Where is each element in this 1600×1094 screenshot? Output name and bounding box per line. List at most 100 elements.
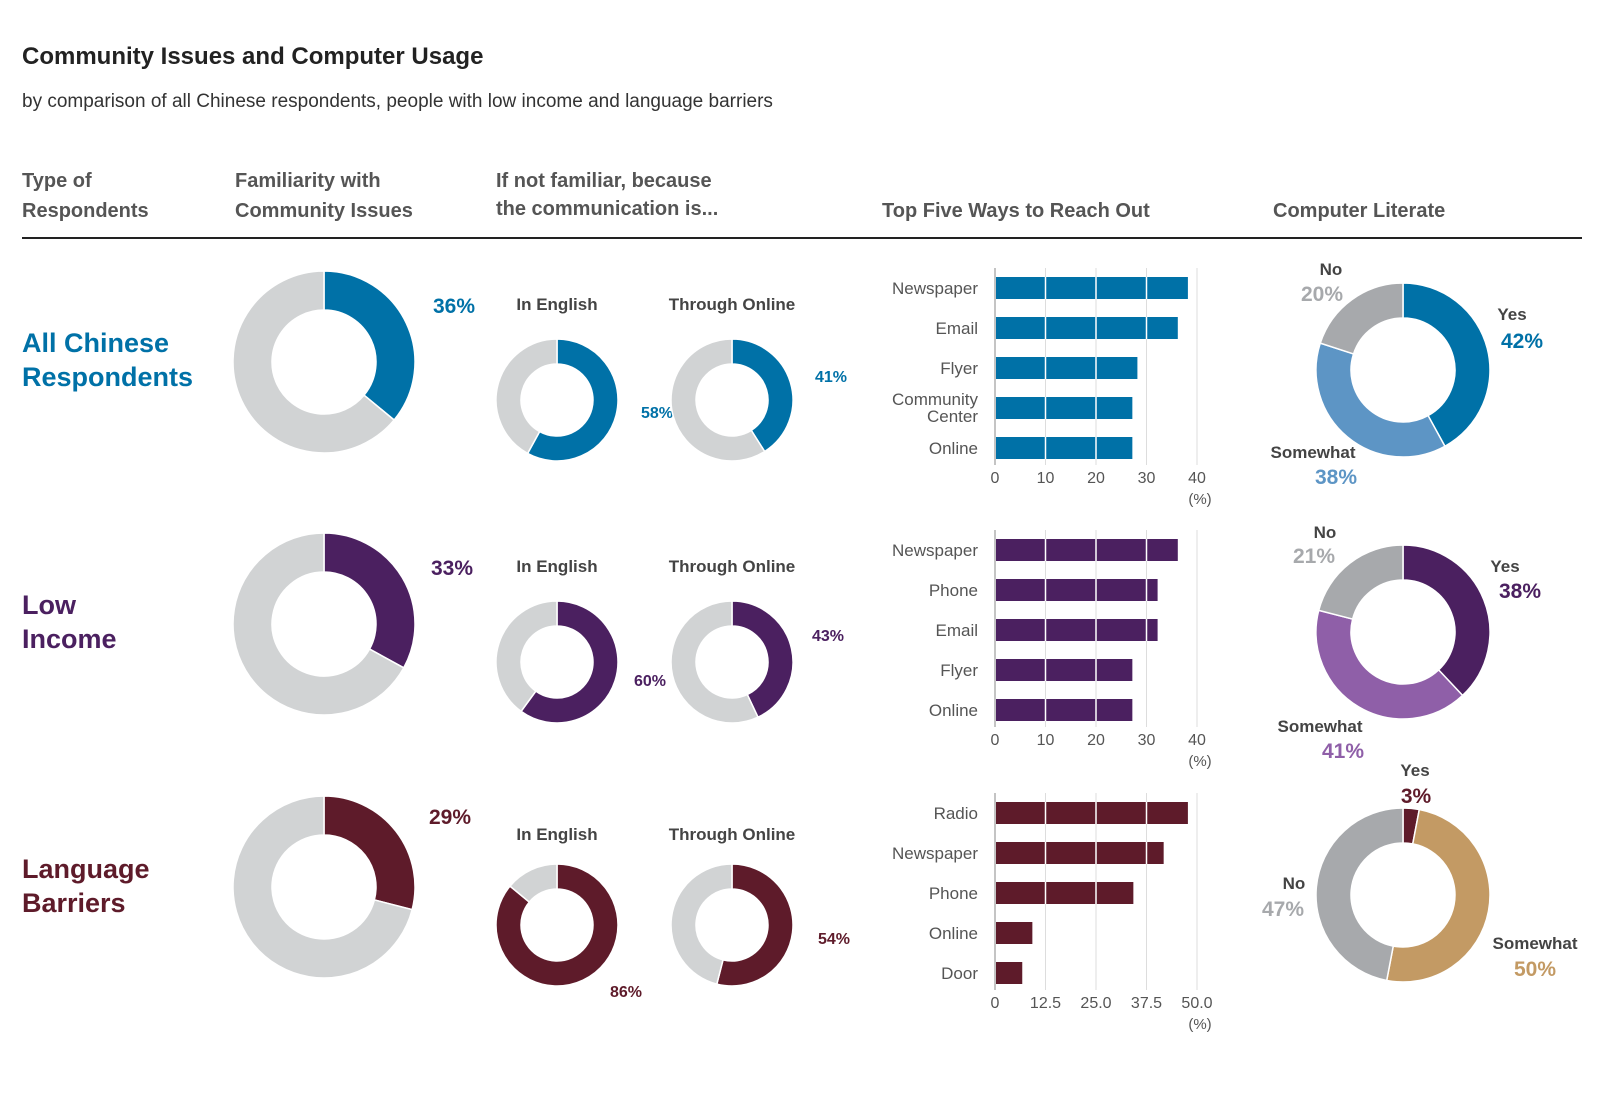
cl-somewhat-label: 38%	[1315, 466, 1357, 489]
bar-category-label: Newspaper	[892, 844, 978, 863]
bar	[996, 699, 1133, 721]
bar-category-label: Door	[941, 964, 978, 983]
bar-tick-label: 30	[1138, 732, 1156, 749]
familiarity-value-label: 29%	[429, 806, 471, 829]
bar	[996, 317, 1178, 339]
not-familiar-title: Through Online	[669, 557, 796, 576]
computer-literate-slice	[1315, 342, 1446, 458]
cl-yes-name: Yes	[1497, 305, 1526, 324]
bar-category-label: Email	[935, 319, 978, 338]
bar	[996, 539, 1178, 561]
familiarity-donut-rest-slice	[232, 270, 396, 454]
cl-somewhat-name: Somewhat	[1277, 717, 1362, 736]
not-familiar-title: Through Online	[669, 825, 796, 844]
bar-tick-label: 40	[1188, 470, 1206, 487]
cl-yes-label: 38%	[1499, 580, 1541, 603]
familiarity-donut-value-slice	[323, 795, 416, 911]
cl-yes-label: 3%	[1401, 785, 1432, 808]
bar-category-label: Radio	[934, 804, 978, 823]
bar-category-label: Newspaper	[892, 279, 978, 298]
not-familiar-donut-value-slice	[520, 600, 619, 724]
bar-tick-label: 0	[991, 732, 1000, 749]
not-familiar-donut-rest-slice	[495, 338, 558, 455]
bar-tick-label: 25.0	[1080, 995, 1111, 1012]
bar-tick-label: 37.5	[1131, 995, 1162, 1012]
cl-yes-name: Yes	[1490, 557, 1519, 576]
group-label: Low	[22, 590, 77, 620]
cl-yes-label: 42%	[1501, 330, 1543, 353]
computer-literate-slice	[1402, 282, 1491, 448]
not-familiar-donut-rest-slice	[508, 863, 558, 904]
header-computer-literate: Computer Literate	[1273, 200, 1445, 222]
not-familiar-title: In English	[516, 825, 597, 844]
bar-tick-label: 40	[1188, 732, 1206, 749]
not-familiar-title: Through Online	[669, 295, 796, 314]
header-type-line1: Type of	[22, 170, 92, 192]
cl-no-name: No	[1283, 874, 1306, 893]
cl-somewhat-label: 41%	[1322, 740, 1364, 763]
not-familiar-donut-value-slice	[731, 338, 794, 453]
bar-unit-label: (%)	[1188, 1016, 1211, 1033]
bar-tick-label: 30	[1138, 470, 1156, 487]
bar-category-label: Phone	[929, 884, 978, 903]
group-label: Barriers	[22, 888, 126, 918]
computer-literate-slice	[1315, 807, 1404, 982]
bar	[996, 802, 1188, 824]
bar-category-label: Flyer	[940, 359, 978, 378]
bar	[996, 962, 1023, 984]
header-familiarity-line2: Community Issues	[235, 200, 413, 222]
not-familiar-value-label: 58%	[641, 405, 673, 422]
computer-literate-slice	[1317, 544, 1404, 620]
cl-somewhat-name: Somewhat	[1270, 443, 1355, 462]
cl-no-label: 20%	[1301, 283, 1343, 306]
group-label: Respondents	[22, 362, 193, 392]
not-familiar-donut-rest-slice	[670, 863, 733, 985]
bar-unit-label: (%)	[1188, 491, 1211, 508]
bar-category-label: Newspaper	[892, 541, 978, 560]
page-subtitle: by comparison of all Chinese respondents…	[22, 91, 773, 112]
not-familiar-value-label: 86%	[610, 984, 642, 1001]
bar-tick-label: 0	[991, 470, 1000, 487]
bar-tick-label: 12.5	[1030, 995, 1061, 1012]
page-title: Community Issues and Computer Usage	[22, 43, 483, 70]
bar-category-label: Online	[929, 439, 978, 458]
bar	[996, 619, 1158, 641]
not-familiar-title: In English	[516, 295, 597, 314]
computer-literate-slice	[1402, 544, 1491, 697]
cl-no-name: No	[1314, 523, 1337, 542]
header-notfamiliar-line1: If not familiar, because	[496, 170, 712, 192]
cl-no-label: 47%	[1262, 898, 1304, 921]
cl-somewhat-label: 50%	[1514, 958, 1556, 981]
not-familiar-donut-value-slice	[526, 338, 619, 462]
bar-tick-label: 0	[991, 995, 1000, 1012]
bar-category-label: Phone	[929, 581, 978, 600]
group-label: All Chinese	[22, 328, 169, 358]
familiarity-value-label: 33%	[431, 557, 473, 580]
bar-tick-label: 20	[1087, 732, 1105, 749]
not-familiar-donut-rest-slice	[670, 600, 759, 724]
cl-no-label: 21%	[1293, 545, 1335, 568]
bar-tick-label: 20	[1087, 470, 1105, 487]
header-reach-out: Top Five Ways to Reach Out	[882, 200, 1150, 222]
not-familiar-value-label: 43%	[812, 628, 844, 645]
familiarity-donut-rest-slice	[232, 532, 405, 716]
cl-somewhat-name: Somewhat	[1492, 934, 1577, 953]
not-familiar-donut-value-slice	[715, 863, 794, 987]
bar-tick-label: 10	[1037, 470, 1055, 487]
familiarity-donut-value-slice	[323, 270, 416, 422]
not-familiar-title: In English	[516, 557, 597, 576]
not-familiar-donut-rest-slice	[495, 600, 558, 713]
bar	[996, 357, 1138, 379]
bar-tick-label: 10	[1037, 732, 1055, 749]
bar	[996, 397, 1133, 419]
familiarity-value-label: 36%	[433, 295, 475, 318]
bar-category-label: Online	[929, 701, 978, 720]
bar	[996, 842, 1164, 864]
rows: All Chinese Respondents 36% In English 58% Th…	[22, 260, 1578, 1033]
not-familiar-donut-rest-slice	[670, 338, 766, 462]
header-familiarity-line1: Familiarity with	[235, 170, 381, 192]
group-label: Language	[22, 854, 150, 884]
computer-literate-slice	[1315, 609, 1464, 720]
not-familiar-donut-value-slice	[495, 863, 619, 987]
familiarity-donut-rest-slice	[232, 795, 414, 979]
